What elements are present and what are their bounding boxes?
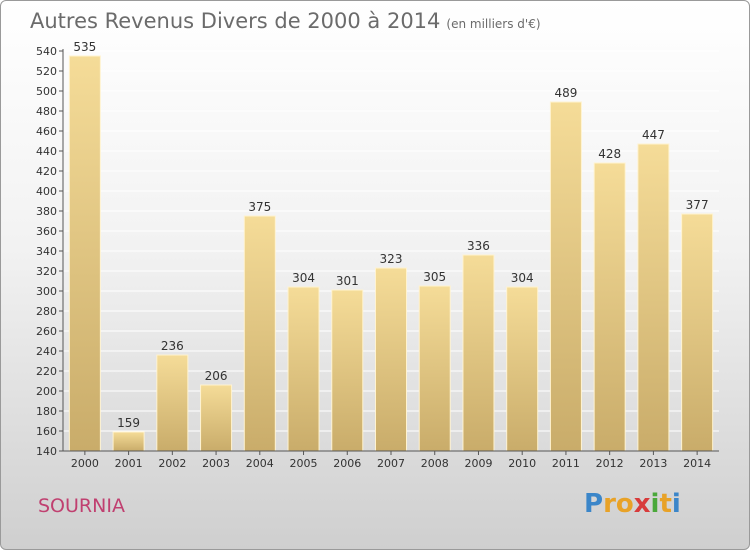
x-tick-label-2003: 2003 [202, 457, 230, 470]
y-tick-label: 300 [36, 285, 57, 298]
value-label-2008: 305 [423, 270, 446, 284]
y-tick-label: 520 [36, 65, 57, 78]
y-tick-label: 400 [36, 185, 57, 198]
bar-2006 [331, 289, 364, 452]
title-unit: (en milliers d'€) [446, 17, 541, 31]
value-label-2003: 206 [205, 369, 228, 383]
value-label-2009: 336 [467, 239, 490, 253]
x-tick-label-2000: 2000 [71, 457, 99, 470]
y-tick-label: 280 [36, 305, 57, 318]
bar-2005 [287, 286, 320, 452]
x-tick-label-2006: 2006 [333, 457, 361, 470]
value-label-2000: 535 [73, 40, 96, 54]
y-tick-label: 320 [36, 265, 57, 278]
bars [68, 55, 714, 452]
bar-2012 [593, 162, 626, 452]
x-tick-label-2008: 2008 [421, 457, 449, 470]
x-tick-label-2013: 2013 [639, 457, 667, 470]
value-label-2005: 304 [292, 271, 315, 285]
value-label-2001: 159 [117, 416, 140, 430]
y-tick-label: 360 [36, 225, 57, 238]
value-label-2013: 447 [642, 128, 665, 142]
y-tick-label: 180 [36, 405, 57, 418]
y-tick-label: 440 [36, 145, 57, 158]
x-tick-label-2009: 2009 [464, 457, 492, 470]
value-label-2011: 489 [554, 86, 577, 100]
value-label-2002: 236 [161, 339, 184, 353]
y-tick-label: 160 [36, 425, 57, 438]
y-tick-label: 260 [36, 325, 57, 338]
title-text: Autres Revenus Divers de 2000 à 2014 [30, 9, 441, 33]
x-tick-label-2014: 2014 [683, 457, 711, 470]
y-tick-label: 340 [36, 245, 57, 258]
y-tick-label: 200 [36, 385, 57, 398]
bar-2000 [68, 55, 101, 452]
x-tick-label-2010: 2010 [508, 457, 536, 470]
y-tick-label: 380 [36, 205, 57, 218]
value-label-2004: 375 [248, 200, 271, 214]
value-label-2006: 301 [336, 274, 359, 288]
logo-letter: P [584, 489, 604, 519]
value-label-2007: 323 [380, 252, 403, 266]
bar-2013 [637, 143, 670, 452]
x-tick-label-2001: 2001 [115, 457, 143, 470]
y-tick-label: 540 [36, 45, 57, 58]
proxiti-logo: Proxiti [584, 489, 681, 519]
value-label-2010: 304 [511, 271, 534, 285]
bar-2010 [506, 286, 539, 452]
chart-title: Autres Revenus Divers de 2000 à 2014 (en … [30, 9, 541, 33]
value-label-2014: 377 [686, 198, 709, 212]
commune-name: SOURNIA [38, 495, 125, 517]
x-tick-label-2002: 2002 [158, 457, 186, 470]
logo-letter: t [659, 489, 672, 519]
logo-letter: o [615, 489, 634, 519]
logo-letter: r [603, 489, 616, 519]
bar-2014 [681, 213, 714, 452]
logo-letter: i [650, 489, 660, 519]
y-tick-label: 500 [36, 85, 57, 98]
data-labels: 535 159 236 206 375 304 301 323 305 336 304 489 428 4… [73, 40, 708, 430]
y-tick-label: 220 [36, 365, 57, 378]
bar-2004 [243, 215, 276, 452]
bar-2009 [462, 254, 495, 452]
logo-letter: x [633, 489, 651, 519]
logo-letter: i [671, 489, 681, 519]
x-tick-label-2011: 2011 [552, 457, 580, 470]
axes: 140 160 180 200 220 240 260 280 300 320 340 360 380 4… [36, 45, 719, 470]
x-tick-label-2005: 2005 [290, 457, 318, 470]
bar-2008 [418, 285, 451, 452]
y-tick-label: 460 [36, 125, 57, 138]
bar-2011 [549, 101, 582, 452]
y-tick-label: 480 [36, 105, 57, 118]
bar-2001 [112, 431, 145, 452]
y-tick-label: 420 [36, 165, 57, 178]
y-tick-label: 140 [36, 445, 57, 458]
y-tick-label: 240 [36, 345, 57, 358]
bar-2007 [375, 267, 407, 452]
bar-2002 [156, 354, 189, 452]
x-tick-label-2007: 2007 [377, 457, 405, 470]
bar-2003 [200, 384, 233, 452]
x-tick-label-2012: 2012 [596, 457, 624, 470]
value-label-2012: 428 [598, 147, 621, 161]
x-tick-label-2004: 2004 [246, 457, 274, 470]
